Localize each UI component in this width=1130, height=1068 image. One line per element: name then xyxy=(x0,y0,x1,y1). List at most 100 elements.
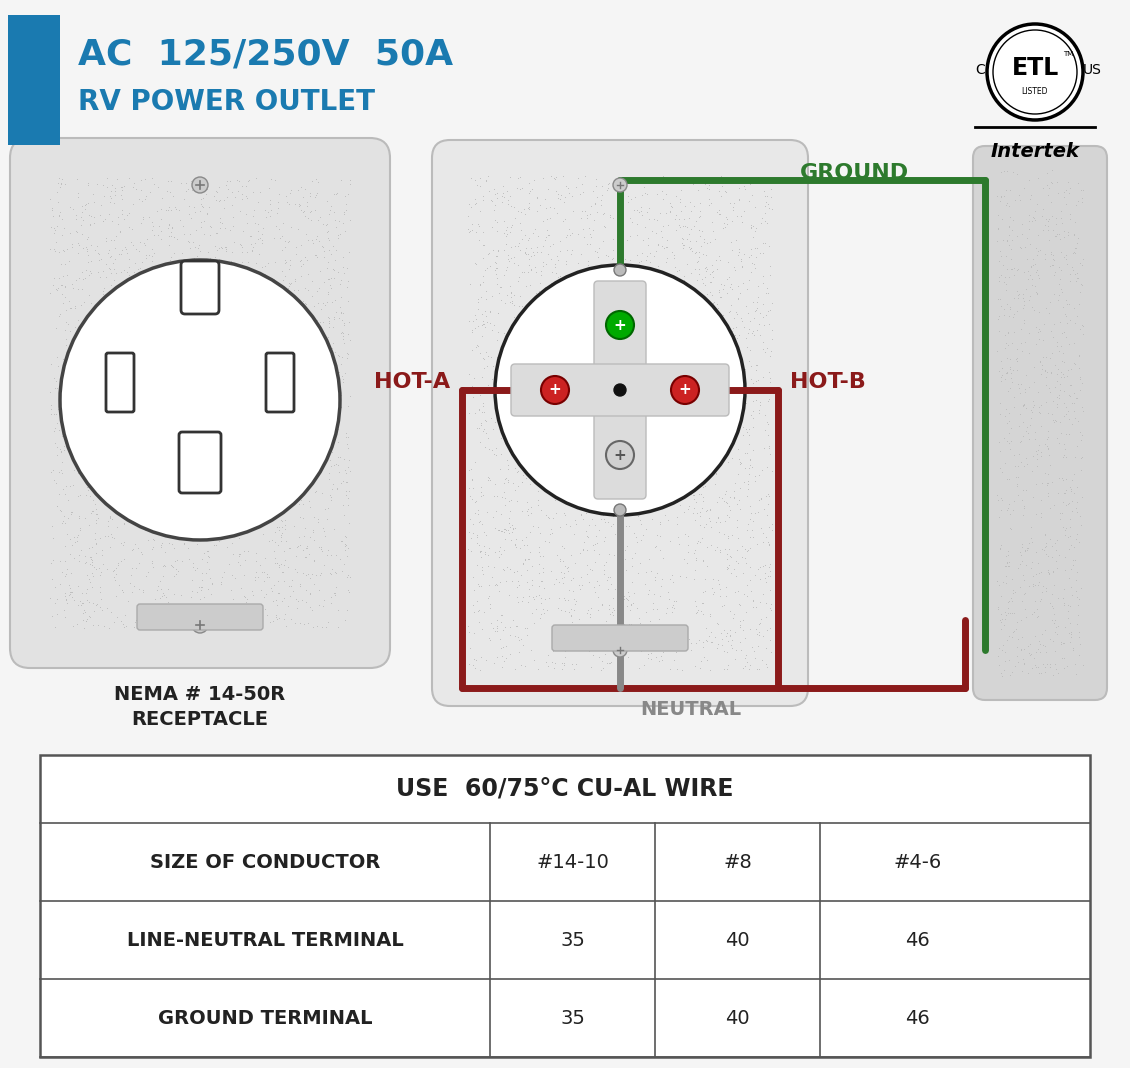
Point xyxy=(494,184,512,201)
Point xyxy=(546,482,564,499)
Point xyxy=(149,435,167,452)
Point xyxy=(737,361,755,378)
Point xyxy=(50,244,68,261)
Point xyxy=(147,257,165,274)
Point xyxy=(276,251,294,268)
Point xyxy=(741,241,759,258)
Point xyxy=(720,303,738,320)
Point xyxy=(640,424,658,441)
Point xyxy=(704,263,722,280)
Point xyxy=(243,615,261,632)
Point xyxy=(686,170,704,187)
Point xyxy=(703,580,721,597)
Point xyxy=(529,227,547,245)
Point xyxy=(1014,299,1032,316)
Point xyxy=(1064,384,1083,402)
Point xyxy=(70,547,88,564)
Point xyxy=(544,356,562,373)
Point xyxy=(516,619,534,637)
Point xyxy=(528,365,546,382)
Point xyxy=(553,323,571,340)
Point xyxy=(562,571,580,588)
Point xyxy=(519,501,537,518)
Point xyxy=(718,561,736,578)
Point xyxy=(188,379,206,396)
Point xyxy=(1028,195,1046,213)
Point xyxy=(544,235,562,252)
Point xyxy=(1026,255,1044,272)
Point xyxy=(128,475,146,492)
Point xyxy=(1026,423,1044,440)
Point xyxy=(520,174,538,191)
Point xyxy=(252,582,270,599)
Point xyxy=(116,307,134,324)
Point xyxy=(1012,376,1031,393)
Circle shape xyxy=(612,643,627,657)
Point xyxy=(584,283,602,300)
Point xyxy=(110,245,128,262)
Point xyxy=(52,443,70,460)
Point xyxy=(510,572,528,590)
Point xyxy=(244,328,262,345)
Point xyxy=(329,346,347,363)
Point xyxy=(154,509,172,527)
Point xyxy=(631,300,649,317)
Point xyxy=(1037,176,1055,193)
Point xyxy=(658,494,676,512)
Point xyxy=(255,588,273,606)
Point xyxy=(337,364,355,381)
Point xyxy=(633,321,651,339)
Point xyxy=(610,600,628,617)
Point xyxy=(637,313,655,330)
Point xyxy=(312,364,330,381)
Point xyxy=(77,195,95,213)
Point xyxy=(616,644,634,661)
Point xyxy=(81,253,99,270)
Point xyxy=(580,378,598,395)
Point xyxy=(61,199,79,216)
Point xyxy=(610,298,628,315)
Point xyxy=(750,491,768,508)
Point xyxy=(518,574,536,591)
Point xyxy=(172,446,190,464)
Point xyxy=(173,299,191,316)
Point xyxy=(501,169,519,186)
Point xyxy=(507,179,525,197)
Point xyxy=(176,428,194,445)
Point xyxy=(481,409,499,426)
Point xyxy=(577,487,596,504)
Point xyxy=(113,293,131,310)
Point xyxy=(151,366,170,383)
Point xyxy=(493,522,511,539)
Point xyxy=(749,278,767,295)
Point xyxy=(462,543,480,560)
Point xyxy=(585,194,603,211)
Point xyxy=(573,202,591,219)
Circle shape xyxy=(614,384,626,396)
Point xyxy=(121,372,139,389)
Point xyxy=(1008,475,1026,492)
Point xyxy=(597,371,615,388)
Point xyxy=(174,482,192,499)
Point xyxy=(82,403,101,420)
Point xyxy=(259,513,277,530)
Point xyxy=(747,357,765,374)
Point xyxy=(461,222,479,239)
Point xyxy=(539,226,557,244)
Point xyxy=(268,554,286,571)
Point xyxy=(645,621,663,638)
Point xyxy=(477,282,495,299)
Point xyxy=(166,604,184,622)
Point xyxy=(80,266,98,283)
Point xyxy=(470,420,488,437)
Point xyxy=(672,303,690,320)
Point xyxy=(486,623,504,640)
Point xyxy=(740,248,758,265)
Point xyxy=(555,328,573,345)
Point xyxy=(510,235,528,252)
Point xyxy=(989,221,1007,238)
Point xyxy=(289,182,307,199)
Point xyxy=(94,213,112,230)
Point xyxy=(45,220,63,237)
Point xyxy=(609,268,627,285)
